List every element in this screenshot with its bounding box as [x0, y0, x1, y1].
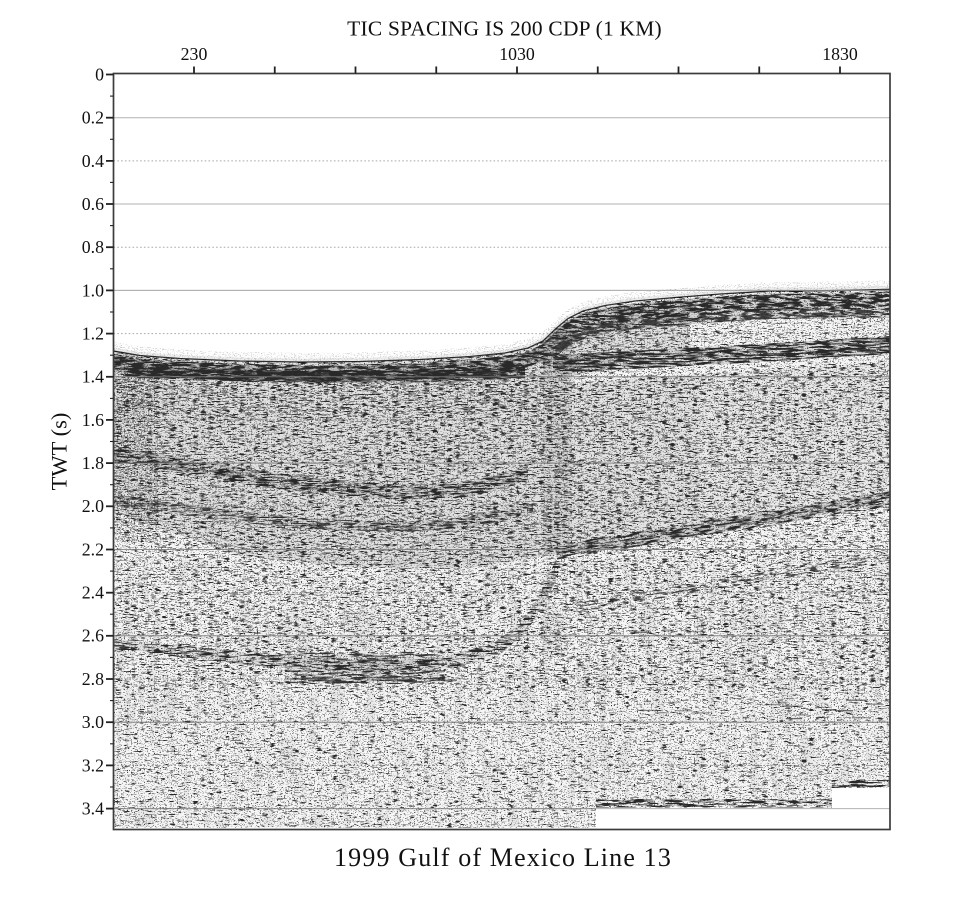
svg-text:1.4: 1.4 [82, 367, 104, 387]
svg-text:1.2: 1.2 [82, 324, 104, 344]
svg-text:2.0: 2.0 [82, 496, 104, 516]
svg-text:1.6: 1.6 [82, 410, 104, 430]
svg-text:2.4: 2.4 [82, 583, 104, 603]
svg-text:230: 230 [181, 44, 208, 64]
svg-text:TIC SPACING IS 200 CDP (1 KM): TIC SPACING IS 200 CDP (1 KM) [347, 17, 662, 41]
svg-text:1999 Gulf of Mexico Line 13: 1999 Gulf of Mexico Line 13 [334, 843, 672, 872]
svg-text:3.2: 3.2 [82, 755, 104, 775]
svg-text:0.4: 0.4 [82, 151, 104, 171]
svg-text:1.0: 1.0 [82, 280, 104, 300]
svg-text:0.2: 0.2 [82, 108, 104, 128]
svg-text:2.8: 2.8 [82, 669, 104, 689]
svg-text:3.4: 3.4 [82, 799, 104, 819]
svg-text:3.0: 3.0 [82, 712, 104, 732]
svg-text:2.2: 2.2 [82, 539, 104, 559]
svg-text:1.8: 1.8 [82, 453, 104, 473]
svg-text:1030: 1030 [499, 44, 535, 64]
svg-text:TWT (s): TWT (s) [47, 413, 72, 491]
svg-text:0: 0 [95, 64, 104, 84]
svg-text:0.8: 0.8 [82, 237, 104, 257]
svg-text:1830: 1830 [822, 44, 858, 64]
svg-text:2.6: 2.6 [82, 626, 104, 646]
svg-text:0.6: 0.6 [82, 194, 104, 214]
